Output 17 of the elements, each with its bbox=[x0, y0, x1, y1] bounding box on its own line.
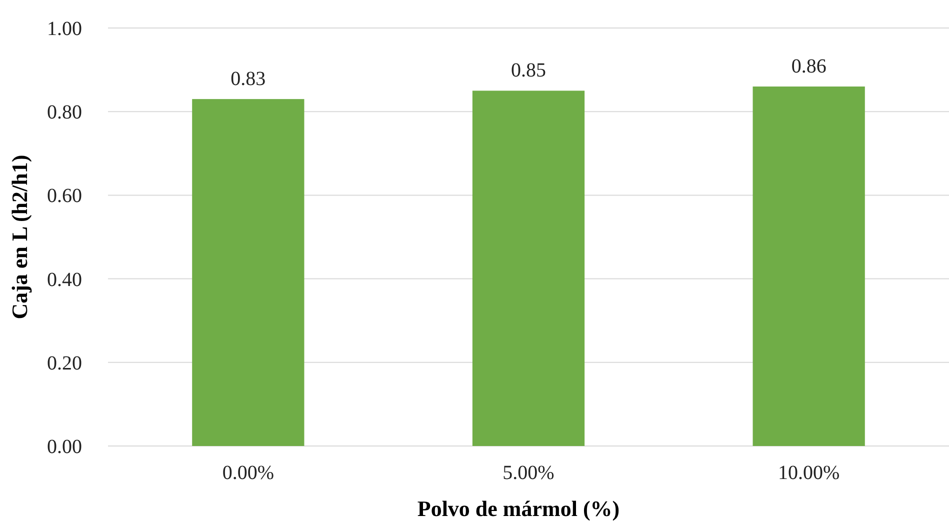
x-tick-label: 0.00% bbox=[222, 462, 274, 484]
x-tick-label: 10.00% bbox=[778, 462, 840, 484]
y-tick-label: 0.00 bbox=[47, 436, 82, 458]
y-tick-label: 0.60 bbox=[47, 185, 82, 208]
x-tick-label: 5.00% bbox=[502, 462, 554, 484]
y-axis-title: Caja en L (h2/h1) bbox=[7, 154, 32, 320]
bar bbox=[752, 86, 865, 446]
data-label: 0.85 bbox=[511, 60, 546, 82]
y-tick-label: 0.40 bbox=[47, 268, 82, 291]
bar bbox=[192, 99, 304, 446]
data-label: 0.86 bbox=[791, 56, 826, 78]
x-axis-title: Polvo de mármol (%) bbox=[417, 496, 620, 521]
y-tick-label: 0.80 bbox=[47, 102, 82, 124]
y-tick-label: 1.00 bbox=[47, 18, 82, 40]
y-tick-label: 0.20 bbox=[47, 352, 82, 374]
bar bbox=[472, 90, 585, 446]
data-label: 0.83 bbox=[230, 68, 266, 90]
